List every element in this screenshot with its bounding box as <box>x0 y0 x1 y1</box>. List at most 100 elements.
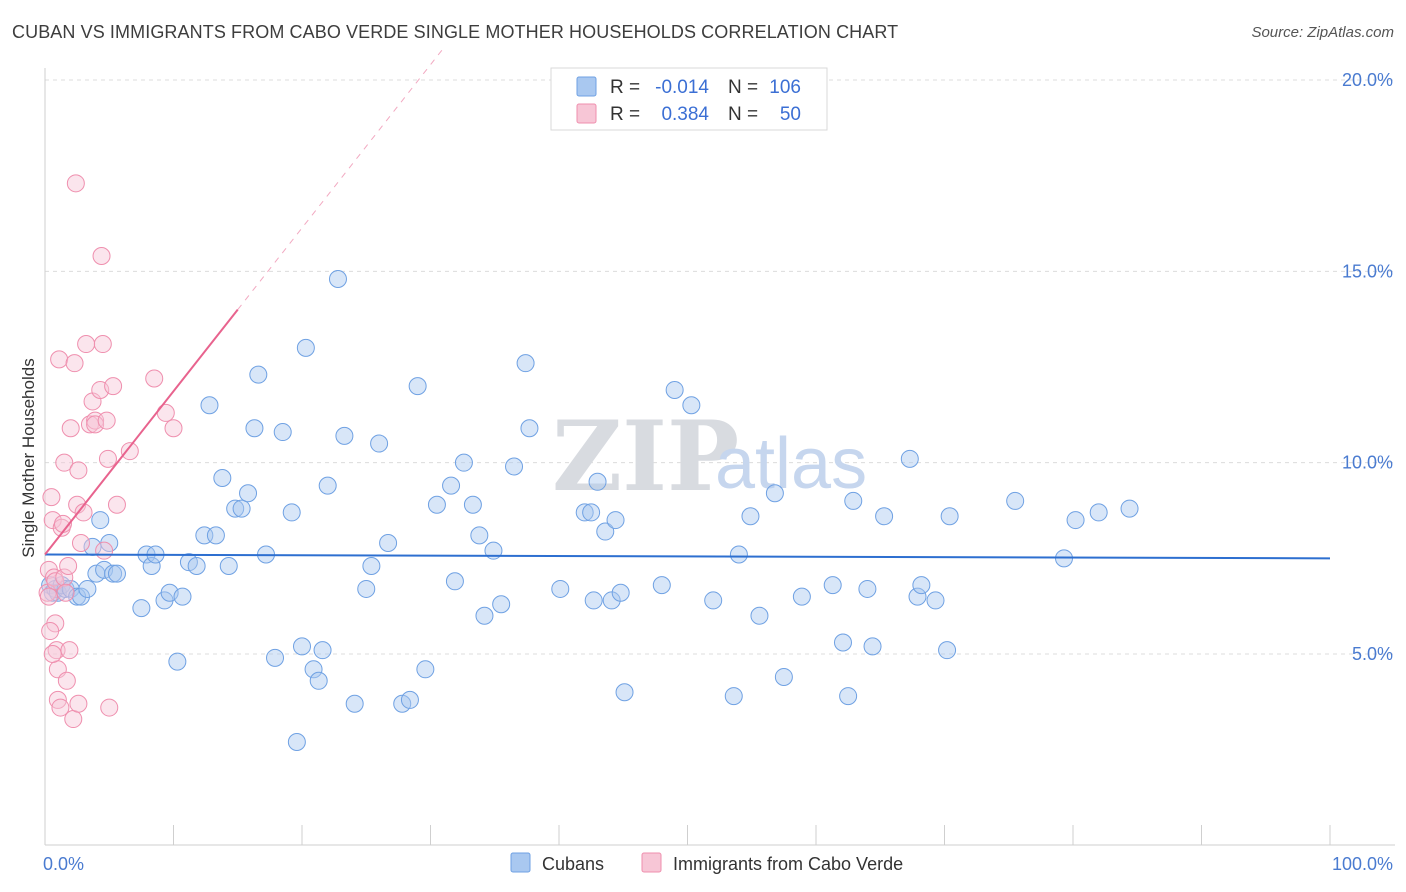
cubans-point <box>107 564 126 583</box>
cabo-verde-point <box>56 583 75 602</box>
cubans-point <box>287 733 306 752</box>
cabo-verde-point <box>97 411 116 430</box>
source-label: Source: ZipAtlas.com <box>1251 24 1394 41</box>
cubans-point <box>206 526 225 545</box>
cubans-point <box>1006 491 1025 510</box>
cabo-verde-point <box>50 350 69 369</box>
cabo-verde-point <box>65 354 84 373</box>
cubans-point <box>606 511 625 530</box>
cubans-point <box>345 694 364 713</box>
cubans-point <box>213 468 232 487</box>
cabo-verde-point <box>66 174 85 193</box>
cubans-point <box>370 434 389 453</box>
cubans-point <box>226 499 245 518</box>
cubans-points <box>41 269 1139 752</box>
cubans-point <box>1066 511 1085 530</box>
cubans-point <box>823 576 842 595</box>
cubans-point <box>445 572 464 591</box>
cubans-point <box>863 637 882 656</box>
cubans-point <box>328 269 347 288</box>
watermark-atlas: atlas <box>715 424 867 504</box>
cubans-point <box>582 503 601 522</box>
cubans-point <box>219 556 238 575</box>
chart-title: CUBAN VS IMMIGRANTS FROM CABO VERDE SING… <box>12 22 899 42</box>
legend-swatch-cubans <box>510 852 531 873</box>
cabo-verde-point <box>39 587 58 606</box>
series-legend: Cubans Immigrants from Cabo Verde <box>510 852 903 874</box>
cabo-verde-point <box>92 247 111 266</box>
trend-lines <box>44 45 1331 560</box>
cubans-point <box>652 576 671 595</box>
x-tick-label-end: 100.0% <box>1332 854 1393 874</box>
legend-n-value-1: 106 <box>769 77 801 98</box>
cabo-verde-trend-line <box>44 308 239 556</box>
legend-r-value-2: 0.384 <box>661 104 709 125</box>
cubans-point <box>463 495 482 514</box>
legend-r-label-2: R = <box>610 104 640 125</box>
cubans-point <box>400 690 419 709</box>
cabo-verde-point <box>145 369 164 388</box>
legend-n-label-2: N = <box>728 104 758 125</box>
cubans-point <box>908 587 927 606</box>
y-tick-label: 5.0% <box>1352 644 1393 664</box>
cabo-verde-point <box>69 461 88 480</box>
legend-swatch-blue <box>576 76 597 97</box>
x-tick-labels: 0.0% 100.0% <box>43 854 1393 874</box>
cubans-point <box>516 354 535 373</box>
cabo-verde-point <box>57 671 76 690</box>
cabo-verde-point <box>100 698 119 717</box>
y-axis-label: Single Mother Households <box>19 358 38 557</box>
cabo-verde-point <box>104 377 123 396</box>
cubans-point <box>926 591 945 610</box>
cubans-point <box>765 484 784 503</box>
cabo-verde-point <box>93 335 112 354</box>
cubans-point <box>282 503 301 522</box>
cubans-point <box>875 507 894 526</box>
axes <box>44 68 1395 846</box>
cubans-point <box>682 396 701 415</box>
cubans-point <box>584 591 603 610</box>
cabo-verde-point <box>42 488 61 507</box>
cabo-verde-point <box>98 449 117 468</box>
cabo-verde-point <box>59 556 78 575</box>
cabo-verde-point <box>43 645 62 663</box>
cubans-point <box>293 637 311 656</box>
cabo-verde-point <box>60 641 79 660</box>
cubans-point <box>68 587 87 606</box>
cubans-point <box>611 583 630 602</box>
y-tick-label: 10.0% <box>1342 453 1393 473</box>
cabo-verde-point <box>69 694 88 713</box>
legend-swatch-pink <box>576 103 597 124</box>
watermark: ZIP atlas <box>552 400 867 513</box>
cubans-point <box>273 423 292 442</box>
cabo-verde-point <box>55 568 74 587</box>
cubans-point <box>304 660 323 679</box>
legend-label-cubans: Cubans <box>542 854 604 874</box>
cubans-point <box>442 476 461 495</box>
cubans-point <box>940 507 959 526</box>
cabo-verde-point <box>41 622 60 641</box>
cubans-point <box>551 579 570 598</box>
correlation-legend: R = -0.014 N = 106 R = 0.384 N = 50 <box>550 67 828 131</box>
cubans-point <box>296 338 315 357</box>
cubans-point <box>309 671 328 690</box>
cubans-point <box>318 476 337 495</box>
cubans-point <box>900 449 919 468</box>
legend-swatch-cabo-verde <box>641 852 662 873</box>
cubans-point <box>239 484 258 503</box>
y-tick-label: 15.0% <box>1342 261 1393 281</box>
cabo-verde-point <box>77 335 96 354</box>
cubans-point <box>520 419 539 438</box>
cubans-point <box>245 419 264 438</box>
cubans-point <box>173 587 192 606</box>
cubans-point <box>416 660 435 679</box>
cubans-point <box>665 380 684 399</box>
legend-n-value-2: 50 <box>780 104 801 125</box>
cubans-point <box>249 365 268 384</box>
cabo-verde-point <box>71 534 90 553</box>
cubans-point <box>142 556 161 575</box>
cabo-verde-point <box>43 511 62 530</box>
cabo-verde-point <box>64 710 83 729</box>
cubans-point <box>615 683 634 702</box>
